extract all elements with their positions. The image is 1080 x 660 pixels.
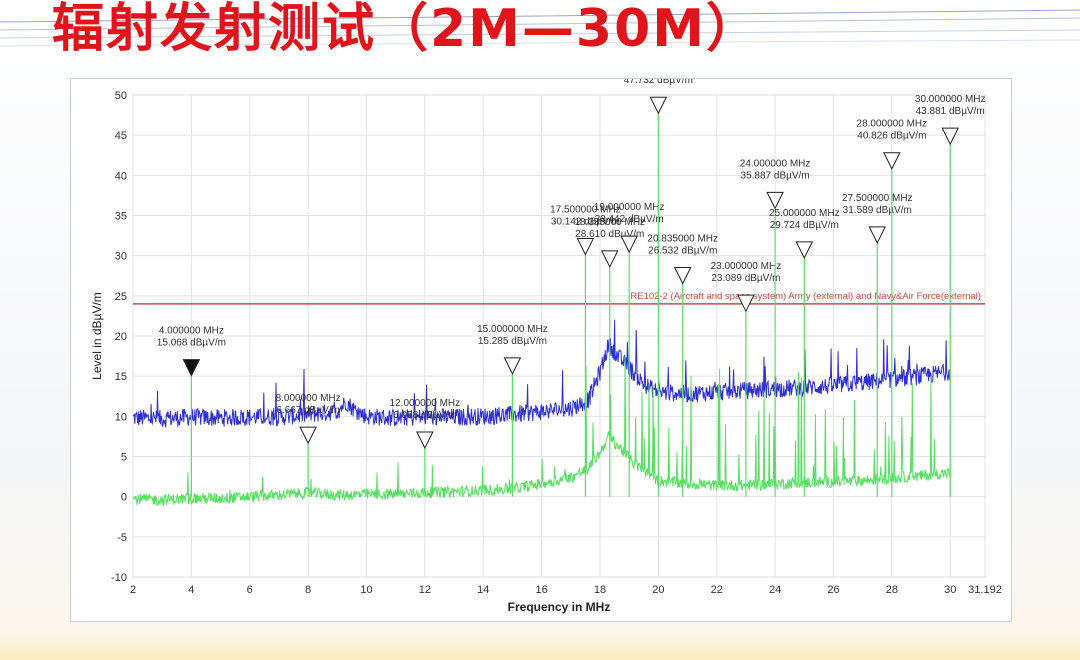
marker-frequency-label: 8.000000 MHz bbox=[276, 393, 341, 404]
marker-level-label: 31.589 dBµV/m bbox=[843, 205, 912, 216]
marker-level-label: 6.058 dBµV/m bbox=[393, 410, 457, 421]
marker-frequency-label: 28.000000 MHz bbox=[857, 119, 928, 130]
marker-level-label: 30.142 dBµV/m bbox=[551, 217, 620, 228]
header-decoration bbox=[0, 9, 1080, 47]
marker: 20.000000 MHz47.732 dBµV/m bbox=[624, 79, 693, 497]
x-tick-label: 6 bbox=[247, 584, 253, 596]
limit-line-label: RE102-2 (Aircraft and space system) Army… bbox=[630, 291, 981, 302]
x-tick-label: 20 bbox=[652, 584, 664, 596]
x-tick-label: 4 bbox=[188, 584, 194, 596]
marker-triangle bbox=[182, 359, 201, 377]
marker-triangle bbox=[766, 191, 784, 210]
y-tick-label: -5 bbox=[117, 532, 127, 544]
x-tick-label: 30 bbox=[944, 584, 956, 596]
marker-level-label: 40.826 dBµV/m bbox=[857, 131, 926, 142]
series-line bbox=[132, 354, 951, 508]
x-tick-label: 10 bbox=[360, 584, 372, 596]
marker-triangle bbox=[503, 357, 522, 375]
marker-frequency-label: 4.000000 MHz bbox=[159, 326, 224, 337]
marker-level-label: 30.442 dBµV/m bbox=[595, 214, 664, 225]
marker-triangle bbox=[795, 241, 814, 260]
marker-level-label: 15.285 dBµV/m bbox=[478, 336, 547, 347]
y-tick-label: 45 bbox=[115, 130, 127, 142]
chart-panel: 2 4 6 8 10 12 14 16 18 20 22 24 26 28 30 31.192 -10 -5 0 5 1… bbox=[70, 78, 1012, 622]
x-tick-label: 31.192 bbox=[968, 584, 1002, 596]
x-tick-label: 14 bbox=[477, 584, 489, 596]
y-tick-label: 5 bbox=[121, 452, 127, 464]
x-tick-label: 28 bbox=[886, 584, 898, 596]
marker-triangle bbox=[416, 431, 434, 450]
x-tick-label: 16 bbox=[535, 584, 547, 596]
slide-footer-glow bbox=[0, 634, 1080, 660]
marker-level-label: 28.610 dBµV/m bbox=[575, 229, 644, 240]
y-tick-label: 50 bbox=[115, 90, 127, 102]
marker-frequency-label: 23.000000 MHz bbox=[711, 261, 782, 272]
marker-frequency-label: 24.000000 MHz bbox=[740, 158, 811, 169]
marker-level-label: 35.887 dBµV/m bbox=[741, 170, 810, 181]
x-tick-label: 22 bbox=[711, 584, 723, 596]
marker-triangle bbox=[600, 250, 619, 268]
marker-level-label: 47.732 dBµV/m bbox=[624, 79, 693, 86]
y-tick-label: 15 bbox=[115, 371, 127, 383]
y-axis-label: Level in dBµV/m bbox=[90, 292, 104, 380]
marker-frequency-label: 12.000000 MHz bbox=[390, 398, 461, 409]
marker-frequency-label: 30.000000 MHz bbox=[915, 94, 986, 105]
marker-frequency-label: 17.500000 MHz bbox=[550, 205, 621, 216]
marker-level-label: 29.724 dBµV/m bbox=[770, 220, 839, 231]
marker-triangle bbox=[883, 152, 901, 170]
marker-triangle bbox=[649, 96, 668, 115]
marker-triangle bbox=[299, 426, 317, 445]
marker-level-label: 43.881 dBµV/m bbox=[916, 106, 985, 117]
x-tick-label: 26 bbox=[827, 584, 839, 596]
marker-frequency-label: 20.835000 MHz bbox=[647, 234, 718, 245]
y-tick-label: -10 bbox=[111, 572, 127, 584]
y-tick-label: 0 bbox=[121, 492, 127, 504]
marker-frequency-label: 15.000000 MHz bbox=[477, 324, 548, 335]
x-tick-label: 2 bbox=[130, 584, 136, 596]
y-tick-label: 40 bbox=[115, 170, 127, 182]
y-tick-label: 25 bbox=[115, 291, 127, 303]
y-tick-label: 30 bbox=[115, 251, 127, 263]
x-tick-label: 12 bbox=[419, 584, 431, 596]
y-tick-label: 35 bbox=[115, 211, 127, 223]
marker-level-label: 26.532 dBµV/m bbox=[648, 246, 717, 257]
x-tick-label: 8 bbox=[305, 584, 311, 596]
marker-triangle bbox=[868, 226, 887, 245]
marker-triangle bbox=[941, 127, 960, 146]
marker-frequency-label: 27.500000 MHz bbox=[842, 193, 913, 204]
marker-level-label: 23.089 dBµV/m bbox=[711, 273, 780, 284]
marker-frequency-label: 25.000000 MHz bbox=[769, 208, 840, 219]
slide-title: 辐射发射测试（2M—30M） bbox=[52, 0, 761, 59]
x-tick-label: 18 bbox=[594, 584, 606, 596]
x-tick-label: 24 bbox=[769, 584, 781, 596]
emission-chart: 2 4 6 8 10 12 14 16 18 20 22 24 26 28 30 31.192-10-5051… bbox=[90, 79, 1002, 614]
y-tick-label: 10 bbox=[115, 411, 127, 423]
marker-frequency-label: 18.335000 MHz bbox=[574, 217, 645, 228]
marker-level-label: 15.068 dBµV/m bbox=[157, 338, 226, 349]
y-tick-label: 20 bbox=[115, 331, 127, 343]
marker-triangle bbox=[620, 235, 638, 254]
marker-triangle bbox=[673, 267, 692, 285]
series-line bbox=[132, 319, 951, 428]
marker-triangle bbox=[737, 294, 755, 313]
marker-level-label: 6.667 dBµV/m bbox=[276, 405, 340, 416]
marker-triangle bbox=[576, 238, 595, 256]
marker-frequency-label: 19.000000 MHz bbox=[594, 202, 665, 213]
x-axis-label: Frequency in MHz bbox=[508, 600, 611, 614]
